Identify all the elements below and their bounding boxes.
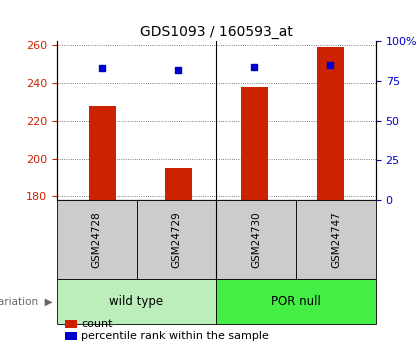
Bar: [317, 47, 344, 200]
Bar: [216, 200, 296, 279]
Text: GSM24730: GSM24730: [251, 211, 261, 268]
Bar: [57, 200, 136, 279]
Text: count: count: [81, 319, 113, 329]
Text: GSM24729: GSM24729: [171, 211, 181, 268]
Bar: [57, 279, 216, 324]
Bar: [216, 279, 376, 324]
Text: POR null: POR null: [271, 295, 321, 308]
Point: [251, 64, 257, 70]
Text: genotype/variation  ▶: genotype/variation ▶: [0, 297, 52, 307]
Point: [99, 66, 106, 71]
Bar: [241, 87, 268, 200]
Text: percentile rank within the sample: percentile rank within the sample: [81, 331, 269, 341]
Bar: [136, 200, 216, 279]
Text: wild type: wild type: [110, 295, 163, 308]
Bar: [65, 320, 77, 328]
Text: GSM24728: GSM24728: [92, 211, 102, 268]
Title: GDS1093 / 160593_at: GDS1093 / 160593_at: [140, 25, 293, 39]
Text: GSM24747: GSM24747: [331, 211, 341, 268]
Bar: [65, 332, 77, 340]
Bar: [89, 106, 116, 200]
Point: [327, 62, 333, 68]
Bar: [296, 200, 376, 279]
Bar: [165, 168, 192, 200]
Point: [175, 67, 182, 73]
